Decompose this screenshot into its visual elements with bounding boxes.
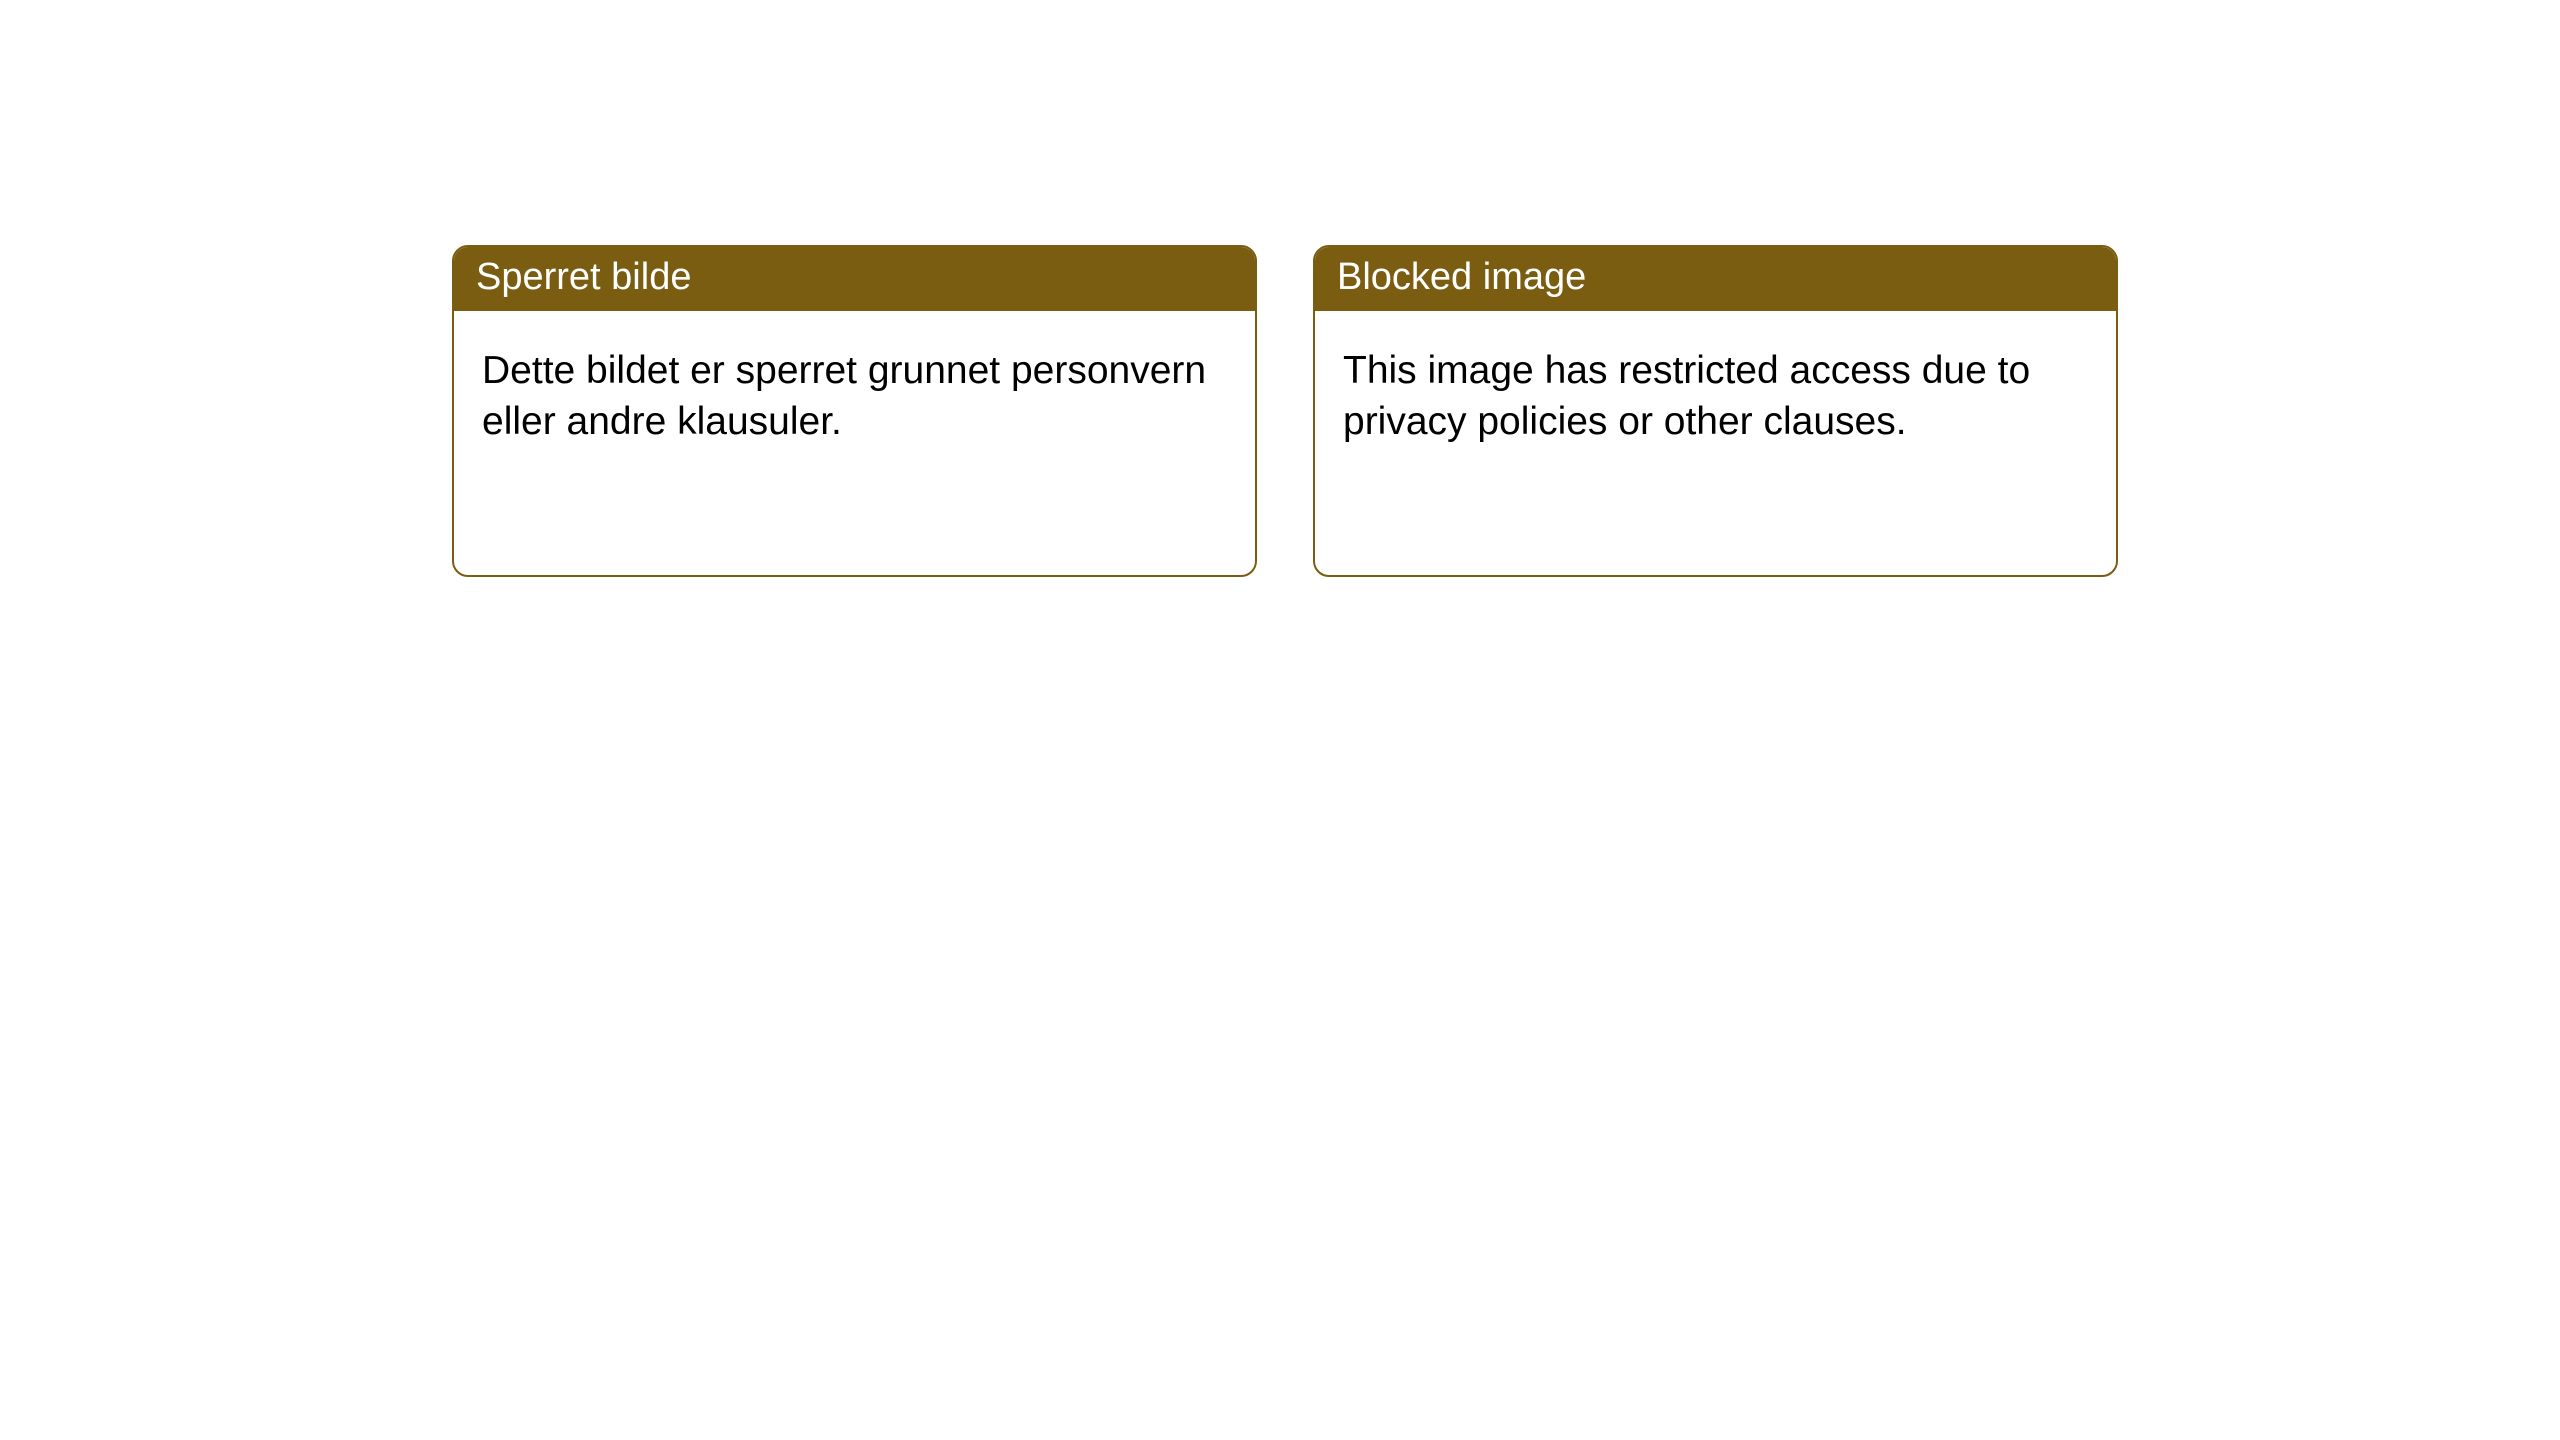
notice-box-norwegian: Sperret bilde Dette bildet er sperret gr… (452, 245, 1257, 577)
notice-title-english: Blocked image (1315, 247, 2116, 311)
notice-body-norwegian: Dette bildet er sperret grunnet personve… (454, 311, 1255, 483)
notice-body-english: This image has restricted access due to … (1315, 311, 2116, 483)
notice-box-english: Blocked image This image has restricted … (1313, 245, 2118, 577)
notice-container: Sperret bilde Dette bildet er sperret gr… (0, 0, 2560, 577)
notice-title-norwegian: Sperret bilde (454, 247, 1255, 311)
